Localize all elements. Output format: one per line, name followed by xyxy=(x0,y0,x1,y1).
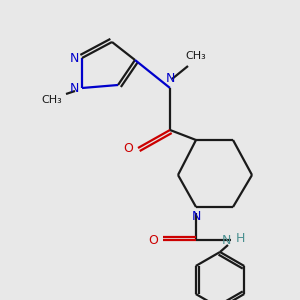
Text: N: N xyxy=(191,211,201,224)
Text: N: N xyxy=(221,233,231,247)
Text: N: N xyxy=(69,52,79,64)
Text: CH₃: CH₃ xyxy=(186,51,206,61)
Text: N: N xyxy=(69,82,79,94)
Text: O: O xyxy=(148,233,158,247)
Text: H: H xyxy=(235,232,245,245)
Text: N: N xyxy=(165,71,175,85)
Text: CH₃: CH₃ xyxy=(42,95,62,105)
Text: O: O xyxy=(123,142,133,154)
